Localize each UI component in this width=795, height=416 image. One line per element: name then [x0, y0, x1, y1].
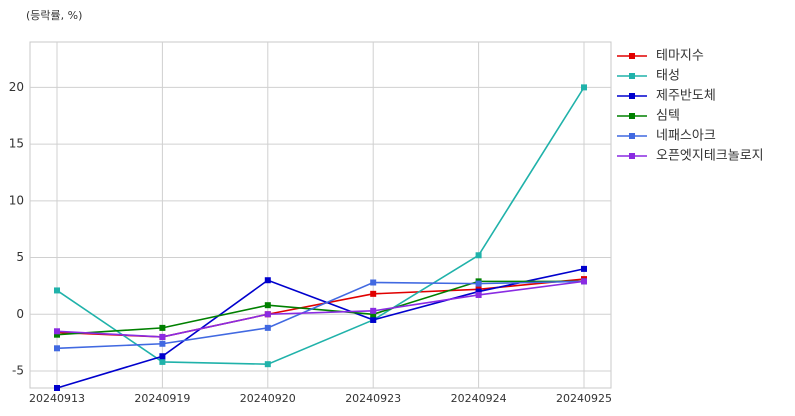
- x-tick-label: 20240925: [556, 392, 612, 405]
- series-line: [56, 280, 584, 336]
- legend-label: 오픈엣지테크놀로지: [656, 149, 764, 164]
- x-tick-label: 20240919: [134, 392, 190, 405]
- legend-label: 테마지수: [656, 49, 704, 64]
- point-marker: [581, 265, 587, 272]
- point-marker: [370, 311, 377, 318]
- point-marker: [264, 361, 271, 368]
- legend-label: 심텍: [656, 109, 680, 124]
- point-marker: [581, 278, 587, 285]
- x-tick-label: 20240920: [240, 392, 296, 405]
- legend-marker: [629, 73, 635, 79]
- legend-marker: [629, 153, 635, 159]
- point-marker: [54, 328, 60, 335]
- point-marker: [54, 345, 60, 352]
- x-tick-label: 20240923: [345, 392, 401, 405]
- series-line: [56, 268, 585, 389]
- point-marker: [54, 287, 60, 294]
- y-tick-label: 5: [16, 250, 24, 264]
- legend-label: 제주반도체: [656, 89, 716, 104]
- point-marker: [54, 331, 60, 338]
- point-marker: [264, 277, 271, 284]
- point-marker: [264, 311, 271, 318]
- series-line: [56, 86, 585, 365]
- legend-label: 네패스아크: [656, 129, 716, 144]
- series-line: [56, 280, 585, 338]
- point-marker: [475, 291, 482, 298]
- point-marker: [159, 358, 166, 365]
- point-marker: [475, 288, 482, 295]
- legend-marker: [629, 113, 635, 119]
- point-marker: [370, 279, 377, 286]
- x-tick-label: 20240924: [451, 392, 507, 405]
- point-marker: [159, 333, 166, 340]
- point-marker: [475, 252, 482, 259]
- point-marker: [54, 385, 60, 391]
- y-tick-label: -5: [12, 363, 24, 377]
- legend-marker: [629, 133, 635, 139]
- point-marker: [475, 280, 482, 287]
- legend-marker: [629, 93, 635, 99]
- chart-title: (등락률, %): [26, 9, 82, 22]
- point-marker: [159, 324, 166, 331]
- y-tick-label: 0: [16, 307, 24, 321]
- point-marker: [370, 307, 377, 314]
- y-tick-label: 20: [9, 80, 24, 94]
- legend-marker: [629, 53, 635, 59]
- point-marker: [581, 84, 587, 91]
- legend-label: 태성: [656, 69, 680, 84]
- plot-frame: [29, 41, 612, 389]
- series-line: [56, 278, 585, 338]
- point-marker: [264, 302, 271, 309]
- series-line: [56, 280, 585, 350]
- point-marker: [159, 340, 166, 347]
- point-marker: [264, 324, 271, 331]
- point-marker: [370, 316, 377, 323]
- y-tick-label: 15: [9, 137, 24, 151]
- point-marker: [159, 353, 166, 360]
- point-marker: [370, 290, 377, 297]
- y-tick-label: 10: [9, 193, 24, 207]
- x-tick-label: 20240913: [29, 392, 85, 405]
